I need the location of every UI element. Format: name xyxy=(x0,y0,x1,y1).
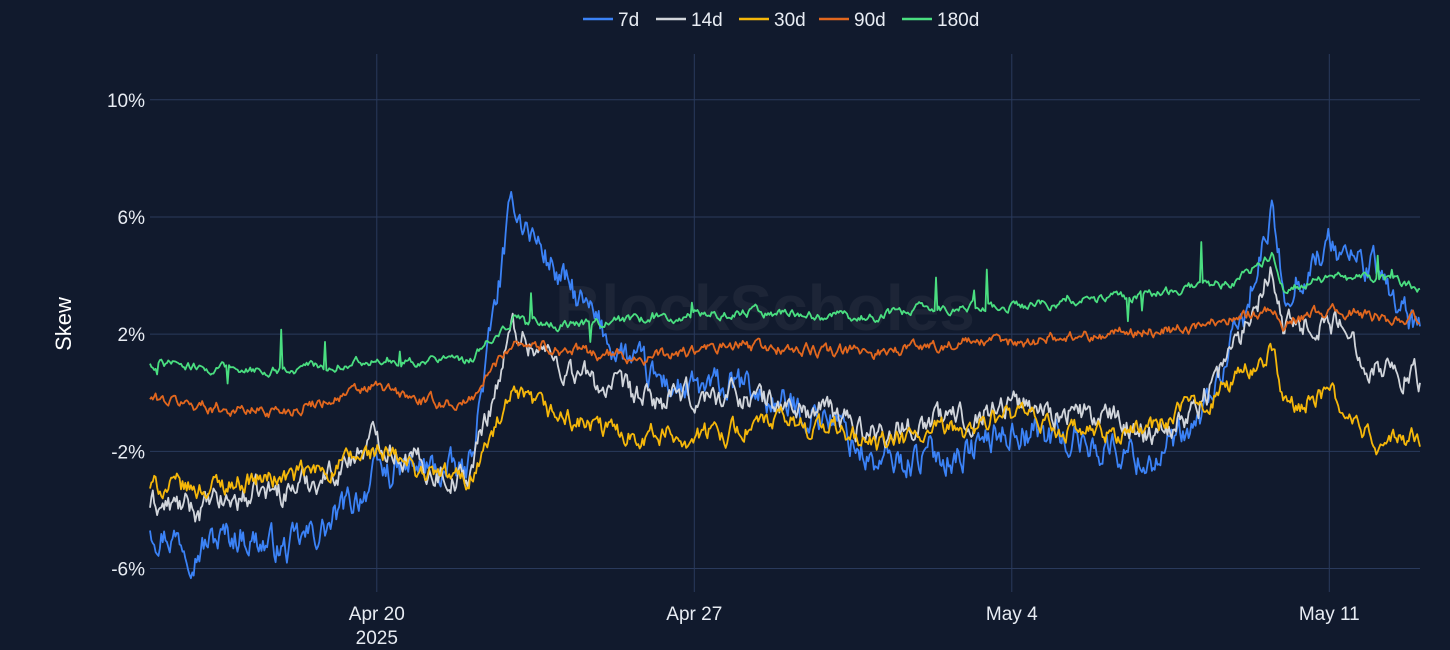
legend-item-90d[interactable]: 90d xyxy=(819,10,886,31)
y-tick-label: 6% xyxy=(118,208,146,229)
y-axis-title: Skew xyxy=(51,297,76,351)
y-tick-label: 2% xyxy=(118,325,146,346)
watermark: BlockScholes xyxy=(555,272,975,344)
x-axis-ticks: Apr 20 2025 Apr 27 May 4 May 11 xyxy=(349,604,1360,649)
series-line-180d xyxy=(149,241,1421,385)
series-line-14d xyxy=(149,266,1421,523)
x-tick-label: May 11 xyxy=(1299,604,1360,625)
series-line-90d xyxy=(149,303,1421,418)
legend-item-180d[interactable]: 180d xyxy=(902,10,979,31)
y-tick-label: -2% xyxy=(111,442,145,463)
legend-label: 7d xyxy=(618,10,639,31)
legend-label: 90d xyxy=(854,10,886,31)
y-axis-ticks: 10% 6% 2% -2% -6% xyxy=(107,91,145,581)
x-tick-label: Apr 27 xyxy=(666,604,722,625)
legend-label: 14d xyxy=(691,10,723,31)
x-tick-label: May 4 xyxy=(986,604,1038,625)
y-tick-label: -6% xyxy=(111,560,145,581)
legend-item-7d[interactable]: 7d xyxy=(583,10,639,31)
y-tick-label: 10% xyxy=(107,91,145,112)
legend-item-14d[interactable]: 14d xyxy=(656,10,723,31)
legend[interactable]: 7d 14d 30d 90d 180d xyxy=(583,10,979,31)
legend-label: 30d xyxy=(774,10,806,31)
legend-item-30d[interactable]: 30d xyxy=(739,10,806,31)
x-tick-year-label: 2025 xyxy=(356,628,398,649)
x-tick-label: Apr 20 xyxy=(349,604,405,625)
series-line-30d xyxy=(149,342,1421,500)
series-line-7d xyxy=(149,191,1421,580)
series-lines xyxy=(149,191,1421,580)
legend-label: 180d xyxy=(937,10,979,31)
